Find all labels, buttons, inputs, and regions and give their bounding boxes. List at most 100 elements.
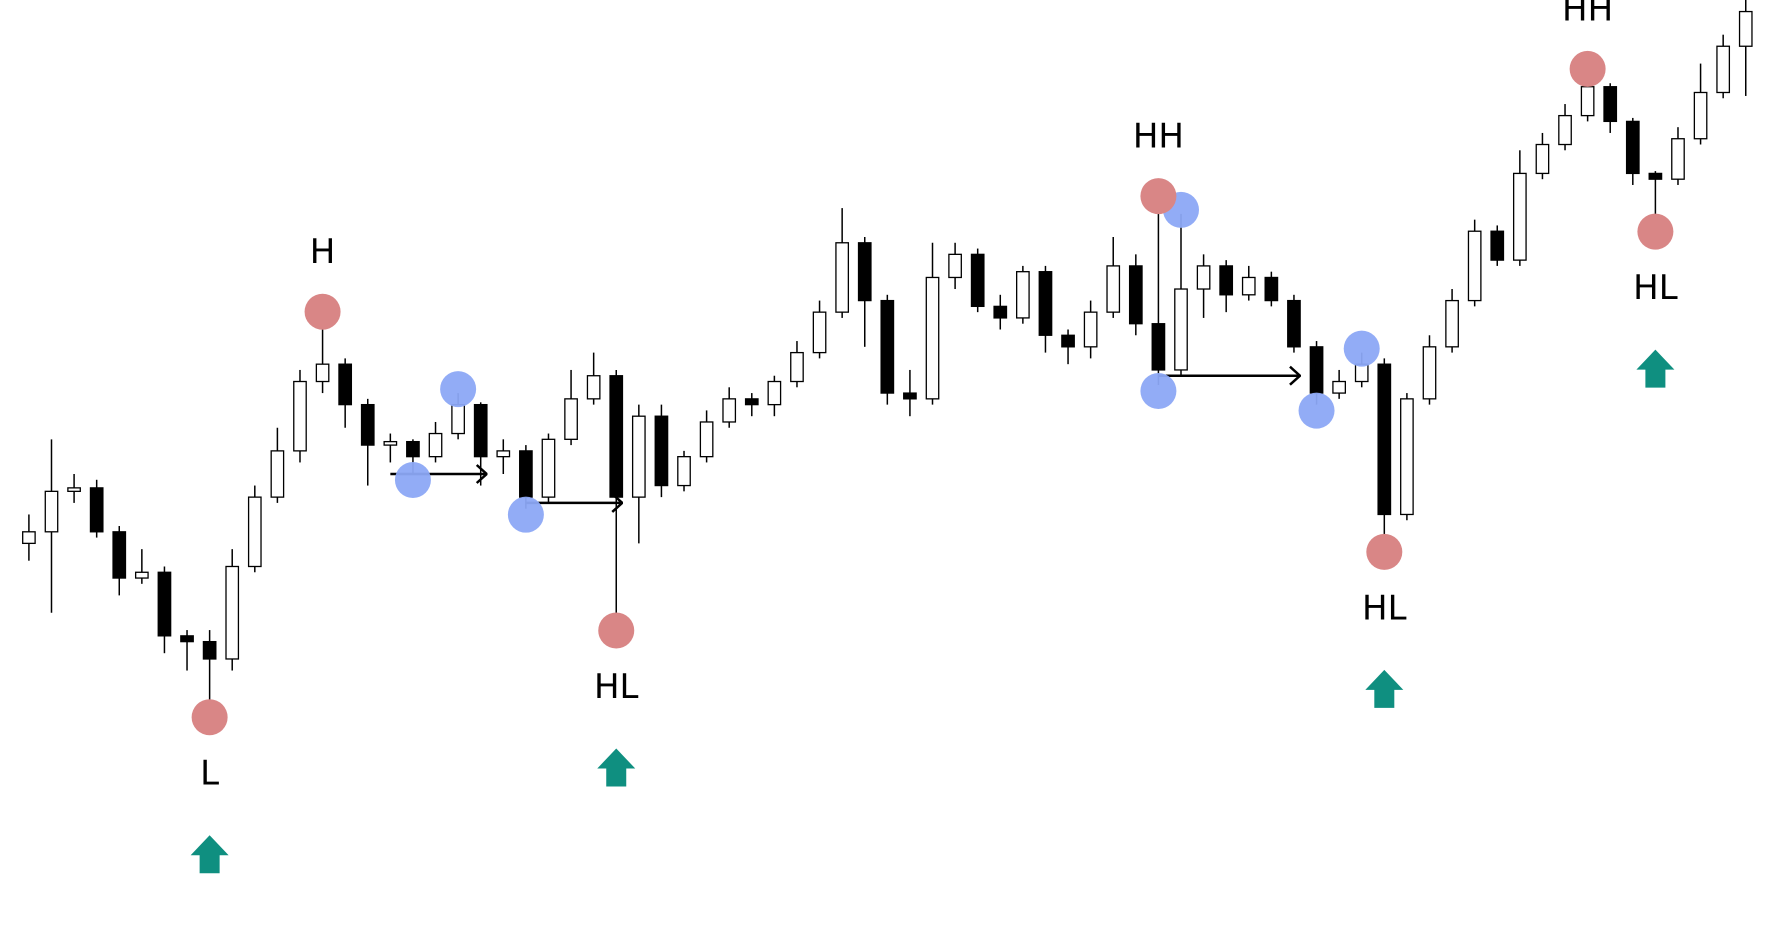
candle-body: [1467, 230, 1482, 302]
candle-body: [1693, 91, 1708, 140]
candle-body: [202, 640, 217, 660]
candle-body: [338, 363, 353, 406]
candle-body: [677, 456, 691, 487]
swing-label: H: [310, 232, 336, 272]
swing-marker: [191, 699, 228, 736]
candle-body: [1625, 120, 1640, 175]
swing-label: HH: [1133, 117, 1184, 157]
candle-body: [451, 403, 465, 435]
candle-body: [1174, 288, 1188, 371]
candle-body: [1445, 299, 1459, 348]
candle-body: [767, 380, 782, 406]
signal-arrow: [190, 835, 229, 874]
swing-marker: [1569, 50, 1606, 87]
swing-label: HL: [1362, 588, 1407, 628]
candle-body: [948, 253, 962, 279]
candle-body: [1196, 265, 1211, 290]
candle-body: [247, 496, 262, 568]
candle-body: [1400, 398, 1414, 516]
candle-body: [970, 253, 985, 308]
candle-body: [699, 421, 714, 458]
candle-body: [564, 398, 578, 440]
signal-arrow: [597, 748, 636, 787]
candle-body: [541, 438, 556, 498]
candle-body: [857, 242, 872, 302]
candle-body: [722, 398, 737, 423]
candle-body: [134, 571, 149, 579]
candle-body: [1038, 271, 1053, 336]
candle-body: [293, 380, 307, 452]
candle-body: [22, 531, 36, 545]
candle-body: [1603, 86, 1618, 123]
candle-body: [1422, 346, 1437, 400]
swing-label: HL: [1633, 268, 1678, 308]
candle-body: [835, 242, 850, 313]
swing-marker: [1366, 533, 1403, 570]
candle-body: [1535, 143, 1550, 175]
candle-body: [1106, 265, 1121, 313]
candle-body: [383, 440, 398, 446]
candle-body: [1377, 363, 1392, 516]
candle-body: [903, 392, 917, 400]
candle-body: [1083, 311, 1098, 348]
candle-body: [1016, 271, 1030, 319]
swing-marker: [1637, 213, 1674, 250]
candle-body: [1332, 380, 1346, 394]
candle-body: [270, 450, 285, 498]
candle-body: [1671, 138, 1685, 180]
swing-marker: [304, 293, 341, 330]
candle-body: [360, 403, 375, 446]
candle-body: [44, 490, 59, 533]
swing-marker: [1140, 178, 1177, 215]
swing-point: [1298, 392, 1335, 429]
candle-body: [473, 403, 488, 458]
candle-body: [631, 415, 646, 498]
candle-body: [67, 487, 81, 492]
candle-body: [406, 440, 420, 458]
swing-label: L: [200, 754, 219, 794]
candle-body: [1512, 172, 1527, 261]
candle-body: [519, 450, 533, 498]
candle-body: [1241, 276, 1256, 296]
swing-point: [507, 496, 544, 533]
candle-body: [1558, 114, 1572, 146]
candle-body: [925, 276, 940, 400]
swing-label: HL: [594, 667, 639, 707]
candle-body: [1219, 265, 1234, 296]
candle-body: [1490, 230, 1505, 261]
candle-body: [1061, 334, 1075, 348]
candle-body: [1354, 363, 1369, 383]
candle-body: [428, 432, 443, 458]
swing-point: [1343, 330, 1380, 367]
candle-body: [1309, 346, 1324, 394]
signal-arrow: [1365, 669, 1404, 708]
candle-body: [1151, 323, 1166, 371]
candle-body: [1738, 10, 1753, 47]
candle-body: [157, 571, 172, 637]
candle-body: [180, 635, 194, 643]
candle-body: [1264, 276, 1279, 302]
candle-body: [880, 299, 895, 394]
candle-body: [654, 415, 669, 487]
candle-body: [812, 311, 827, 354]
signal-arrow: [1636, 349, 1675, 388]
candle-body: [1648, 172, 1663, 180]
swing-label: HH: [1562, 0, 1613, 29]
candle-body: [496, 450, 511, 458]
candle-body: [1716, 45, 1731, 94]
candle-body: [993, 305, 1008, 319]
candle-body: [112, 531, 127, 579]
swing-point: [394, 462, 431, 498]
candle-body: [89, 487, 104, 533]
candle-body: [609, 375, 624, 498]
candle-body: [744, 398, 759, 406]
candle-body: [315, 363, 330, 383]
candle-body: [1128, 265, 1143, 325]
swing-point: [440, 371, 477, 408]
candle-body: [225, 565, 240, 660]
candle-body: [790, 351, 804, 383]
swing-marker: [598, 612, 635, 649]
swing-point: [1140, 372, 1177, 409]
candle-body: [1287, 299, 1301, 348]
